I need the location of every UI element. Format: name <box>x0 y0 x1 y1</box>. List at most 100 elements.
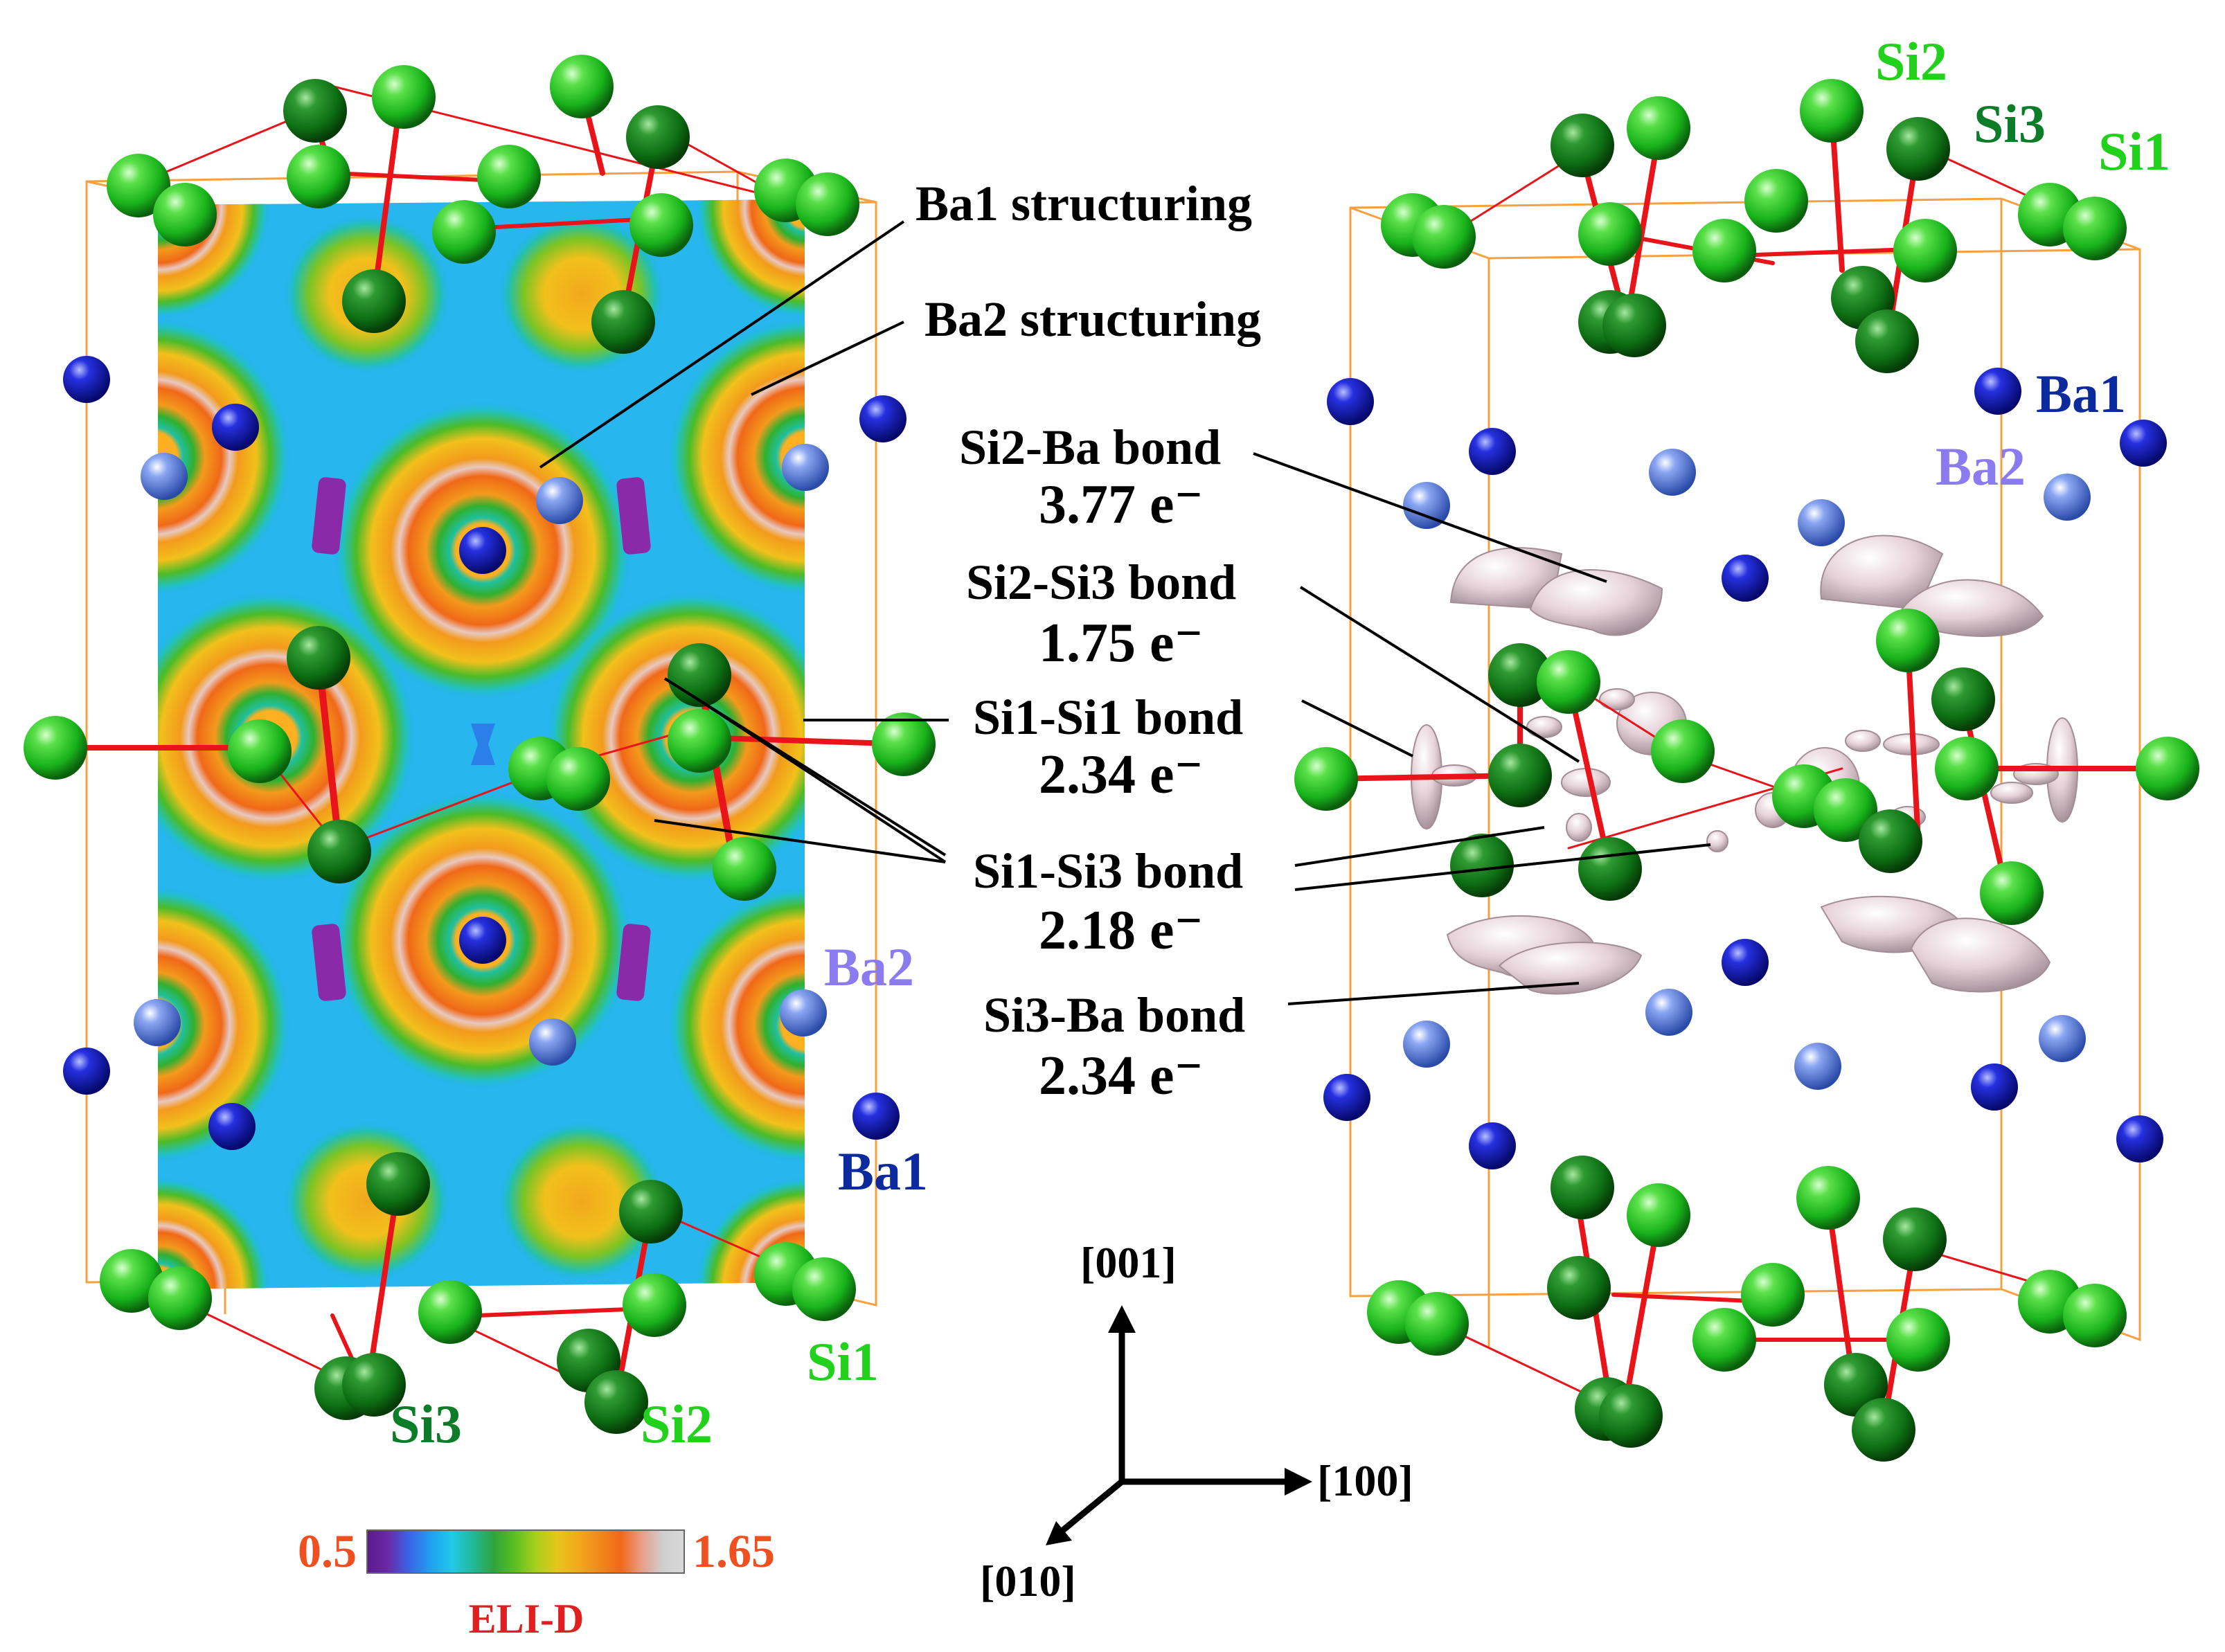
si-atom <box>1692 219 1756 282</box>
si1-si1-bond-value: 2.34 e⁻ <box>1039 744 1204 805</box>
ba2-atom <box>2044 474 2091 521</box>
si-atom <box>1578 837 1642 901</box>
si-atom <box>1412 205 1476 269</box>
si-atom <box>307 820 371 883</box>
si-atom <box>418 1280 482 1344</box>
si-atom <box>1537 650 1600 714</box>
label-si3-right: Si3 <box>1974 93 2046 154</box>
si-atom <box>372 65 436 129</box>
si2-ba-bond-value: 3.77 e⁻ <box>1039 474 1204 535</box>
ba2-atom <box>529 1018 576 1066</box>
ba1-atom <box>459 917 506 964</box>
label-ba1-right: Ba1 <box>2036 363 2126 424</box>
si-atom <box>546 747 610 811</box>
si-atom <box>366 1152 430 1216</box>
ba2-atom <box>2039 1015 2086 1062</box>
ba1-atom <box>212 404 259 451</box>
ba2-atom <box>134 999 181 1046</box>
axis-label-100: [100] <box>1317 1456 1413 1505</box>
label-si2-left: Si2 <box>641 1394 713 1454</box>
ba2-atom <box>780 989 827 1036</box>
si1-si3-bond-value: 2.18 e⁻ <box>1039 900 1204 961</box>
si-atom <box>1578 202 1642 266</box>
colorbar-title: ELI-D <box>469 1596 584 1642</box>
label-si3-left: Si3 <box>390 1394 462 1454</box>
si-atom <box>668 709 731 773</box>
si-atom <box>1800 79 1864 143</box>
si-atom <box>1886 1308 1950 1372</box>
ba1-atom <box>1722 555 1769 602</box>
si-atom <box>1602 294 1666 357</box>
ba1-structuring-label: Ba1 structuring <box>915 176 1252 231</box>
label-ba1-left: Ba1 <box>838 1141 928 1201</box>
si-atom <box>100 1249 163 1313</box>
ba1-atom <box>1722 939 1769 986</box>
ba2-atom <box>1645 989 1692 1036</box>
si-atom <box>550 55 614 118</box>
si-atom <box>148 1266 212 1330</box>
ba1-atom <box>1974 368 2021 415</box>
si1-si1-bond-label: Si1-Si1 bond <box>973 690 1243 745</box>
si2-ba-basin <box>1820 535 1944 611</box>
ba2-atom <box>1403 482 1450 529</box>
si-atom <box>24 716 87 780</box>
si-atom <box>432 200 496 264</box>
si-atom <box>228 719 292 783</box>
si-atom <box>1980 861 2044 925</box>
left-atoms <box>24 55 936 1434</box>
si-atom <box>1551 1156 1614 1219</box>
ba1-atom <box>63 1048 110 1095</box>
si2-si3-bond-label: Si2-Si3 bond <box>966 555 1236 610</box>
ba2-atom <box>1403 1021 1450 1068</box>
si-atom <box>2136 737 2199 800</box>
ba1-atom <box>1971 1063 2018 1111</box>
si3-ba-basin <box>1910 917 2051 993</box>
si-atom <box>287 145 350 208</box>
si-atom <box>1852 1398 1915 1462</box>
si-atom <box>626 105 690 169</box>
axes-triad: [001] [100] [010] <box>980 1238 1413 1606</box>
si-atom <box>2063 1284 2127 1347</box>
axis-label-001: [001] <box>1080 1238 1177 1287</box>
ba1-atom <box>1469 428 1516 475</box>
ba2-atom <box>1798 499 1845 546</box>
si2-ba-basin <box>1529 568 1663 636</box>
ba1-atom <box>1323 1074 1370 1121</box>
si-atom <box>1627 96 1690 160</box>
ba1-atom <box>2116 1115 2163 1162</box>
si-atom <box>342 269 406 333</box>
ba1-atom <box>63 356 110 403</box>
label-si1-left: Si1 <box>807 1331 879 1392</box>
si2-ba-basin <box>1449 547 1563 611</box>
si-atom <box>1893 219 1957 282</box>
ba1-atom <box>1327 378 1374 425</box>
ba1-atom <box>2120 420 2167 467</box>
si-atom <box>1692 1308 1756 1372</box>
si-atom <box>668 643 731 707</box>
ba1-atom <box>459 527 506 574</box>
si-atom <box>619 1180 683 1244</box>
si-atom <box>477 145 541 208</box>
colorbar-min-label: 0.5 <box>298 1525 357 1577</box>
si-atom <box>1741 1263 1805 1327</box>
si-atom <box>1651 719 1715 783</box>
si-atom <box>1876 609 1940 672</box>
si-atom <box>1859 809 1922 873</box>
si-atom <box>1883 1207 1947 1271</box>
ba2-atom <box>1649 449 1696 496</box>
si-atom <box>1405 1292 1469 1356</box>
si-atom <box>283 79 347 143</box>
si-atom <box>713 837 776 901</box>
label-si1-right: Si1 <box>2098 121 2170 181</box>
si2-si3-bond-value: 1.75 e⁻ <box>1039 613 1204 674</box>
si-atom <box>1488 643 1552 707</box>
colorbar-max-label: 1.65 <box>692 1525 775 1577</box>
si-atom <box>1599 1384 1663 1448</box>
ba1-atom <box>208 1103 256 1150</box>
si-atom <box>1796 1166 1860 1230</box>
label-ba2-left: Ba2 <box>824 937 914 997</box>
ba2-atom <box>782 444 829 491</box>
si-atom <box>591 290 655 354</box>
si-atom <box>1931 667 1995 731</box>
